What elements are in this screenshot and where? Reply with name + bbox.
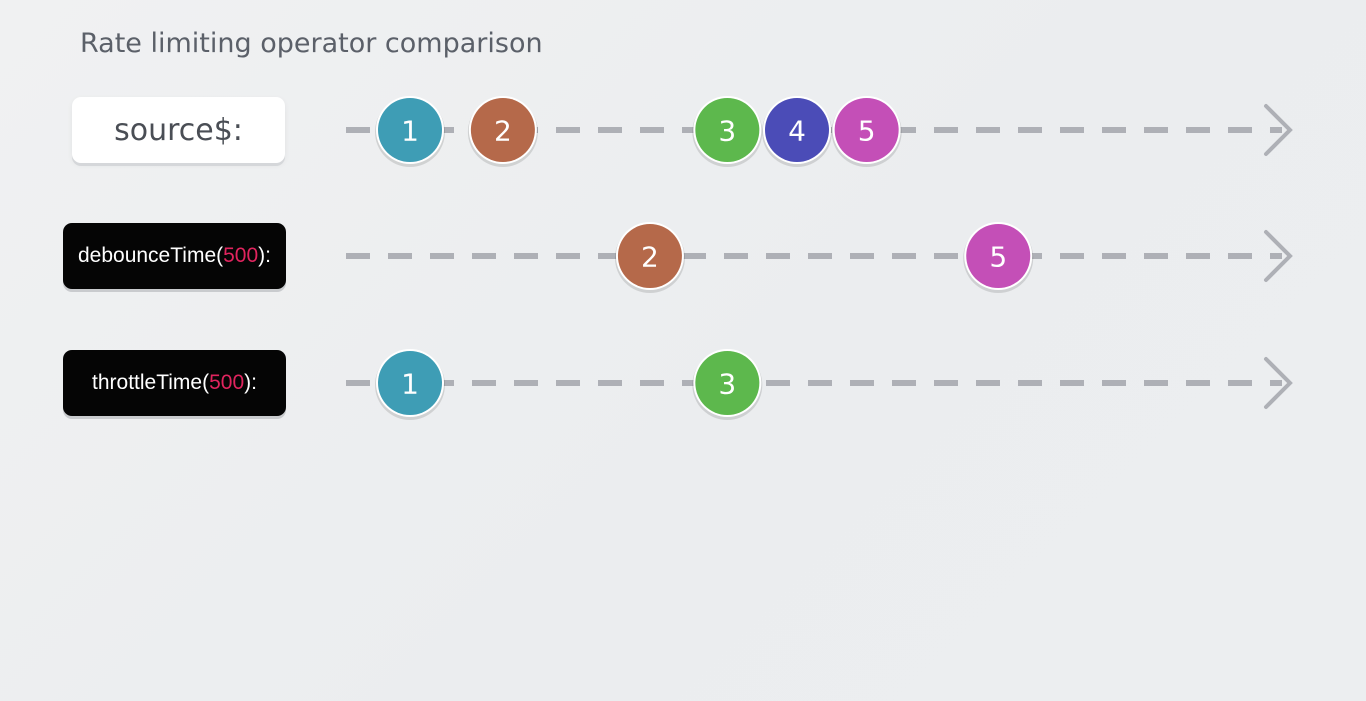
timeline-arrow-icon: [1264, 357, 1293, 409]
source-timeline: 1 2 3 4 5: [346, 96, 1293, 167]
marble-label: 3: [718, 115, 736, 148]
diagram-title: Rate limiting operator comparison: [80, 28, 543, 59]
throttle-label: throttleTime(500):: [63, 350, 286, 416]
marble-label: 1: [401, 115, 419, 148]
marble-label: 3: [718, 368, 736, 401]
debounce-label: debounceTime(500):: [63, 223, 286, 289]
marble-source-2: 2: [467, 96, 538, 167]
throttle-label-post: ):: [244, 371, 257, 394]
source-label-text: source$:: [114, 112, 243, 148]
marble-label: 1: [401, 368, 419, 401]
timeline-arrow-icon: [1264, 104, 1293, 156]
marble-source-1: 1: [375, 96, 445, 167]
debounce-label-pre: debounceTime(: [77, 244, 224, 267]
marble-debounce-2: 2: [614, 222, 685, 293]
marble-source-5: 5: [831, 96, 902, 167]
throttle-label-pre: throttleTime(: [92, 371, 210, 394]
marble-label: 5: [989, 241, 1007, 274]
marble-throttle-3: 3: [692, 349, 763, 420]
marble-label: 4: [788, 115, 806, 148]
marble-label: 2: [494, 115, 512, 148]
row-source: source$: 1 2 3 4 5: [0, 90, 1366, 170]
debounce-label-arg: 500: [223, 244, 259, 267]
marble-label: 5: [858, 115, 876, 148]
marble-debounce-5: 5: [963, 222, 1034, 293]
debounce-label-post: ):: [258, 244, 271, 267]
marble-source-3: 3: [692, 96, 763, 167]
marble-label: 2: [641, 241, 659, 274]
timeline-arrow-icon: [1264, 230, 1293, 282]
throttle-label-arg: 500: [209, 371, 245, 394]
source-label: source$:: [72, 97, 285, 163]
marble-throttle-1: 1: [375, 349, 445, 420]
marble-source-4: 4: [762, 96, 832, 167]
